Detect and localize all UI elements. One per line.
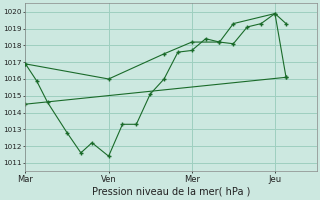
X-axis label: Pression niveau de la mer( hPa ): Pression niveau de la mer( hPa ) <box>92 187 250 197</box>
